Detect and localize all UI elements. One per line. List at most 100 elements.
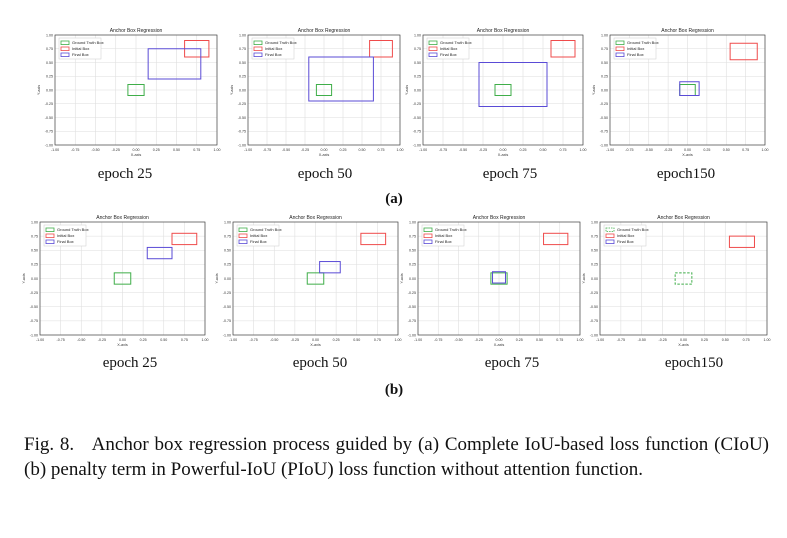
y-tick-label: 0.75 [224, 234, 231, 238]
x-tick-label: -0.25 [112, 148, 120, 152]
final-box [319, 261, 341, 274]
x-tick-label: -1.00 [51, 148, 59, 152]
legend-box [58, 37, 102, 60]
x-tick-label: -0.25 [301, 148, 309, 152]
legend-label: Initial Box [72, 46, 89, 51]
y-tick-label: 1.00 [46, 33, 53, 37]
x-tick-label: -1.00 [244, 148, 252, 152]
y-tick-label: -1.00 [600, 143, 608, 147]
x-tick-label: 0.75 [743, 338, 750, 342]
x-tick-label: -0.75 [439, 148, 447, 152]
y-tick-label: -0.25 [590, 291, 598, 295]
x-tick-label: -0.50 [270, 338, 278, 342]
plot-frame [599, 221, 768, 336]
y-tick-label: -0.25 [238, 102, 246, 106]
panel-label-a: (a) [385, 191, 403, 207]
initial-box [360, 232, 387, 246]
legend-swatch [615, 40, 625, 45]
x-tick-label: 0.00 [684, 148, 691, 152]
y-tick-label: -0.50 [600, 116, 608, 120]
y-tick-label: -0.50 [223, 305, 231, 309]
x-tick-label: -1.00 [229, 338, 237, 342]
y-tick-label: 0.50 [31, 249, 38, 253]
legend-label: Initial Box [435, 233, 452, 238]
legend-label: Ground Truth Box [250, 227, 282, 232]
plot-frame [422, 34, 584, 146]
y-axis-label: Y-axis [582, 273, 586, 283]
y-tick-label: -0.50 [45, 116, 53, 120]
x-tick-label: 0.50 [359, 148, 366, 152]
y-axis-label: Y-axis [37, 85, 41, 95]
legend-label: Initial Box [440, 46, 457, 51]
x-tick-label: 0.25 [333, 338, 340, 342]
chart-grid: -1.00 -0.75 -0.50 -0.25 0.00 0.25 0.50 0.75 1.00… [22, 28, 771, 371]
x-axis-label: X-axis [131, 153, 142, 157]
epoch-label: epoch 25 [98, 166, 153, 182]
legend-label: Final Box [627, 52, 644, 57]
legend-swatch [423, 233, 433, 238]
x-tick-label: 0.25 [140, 338, 147, 342]
x-tick-label: -0.50 [454, 338, 462, 342]
y-tick-label: 1.00 [239, 33, 246, 37]
x-axis-label: X-axis [682, 153, 693, 157]
y-axis-label: Y-axis [405, 85, 409, 95]
epoch-label: epoch 50 [293, 355, 348, 371]
legend-label: Initial Box [250, 233, 267, 238]
y-tick-label: 0.00 [601, 88, 608, 92]
x-tick-label: -0.75 [625, 148, 633, 152]
legend-box [426, 37, 470, 60]
x-tick-label: -0.75 [263, 148, 271, 152]
legend-swatch [60, 52, 70, 57]
x-tick-label: 0.75 [742, 148, 749, 152]
y-tick-label: -0.25 [30, 291, 38, 295]
plot-frame [247, 34, 401, 146]
x-tick-label: -0.75 [71, 148, 79, 152]
epoch-label: epoch 50 [298, 166, 353, 182]
initial-box [543, 232, 569, 246]
chart-title: Anchor Box Regression [289, 215, 342, 221]
y-tick-label: 1.00 [409, 220, 416, 224]
y-axis-label: Y-axis [400, 273, 404, 283]
figure: -1.00 -0.75 -0.50 -0.25 0.00 0.25 0.50 0.75 1.00… [22, 28, 771, 398]
y-tick-label: 0.75 [414, 47, 421, 51]
ground-truth-box [490, 272, 508, 285]
y-tick-label: 0.25 [224, 263, 231, 267]
y-tick-label: 0.25 [409, 263, 416, 267]
x-tick-label: 0.75 [181, 338, 188, 342]
y-tick-label: -0.50 [30, 305, 38, 309]
legend-swatch [45, 227, 55, 232]
y-tick-label: -0.50 [408, 305, 416, 309]
x-tick-label: 0.50 [173, 148, 180, 152]
legend-swatch [60, 46, 70, 51]
x-axis-label: X-axis [494, 343, 505, 347]
x-tick-label: -1.00 [596, 338, 604, 342]
x-tick-label: -1.00 [36, 338, 44, 342]
final-box [478, 62, 548, 107]
chart-title: Anchor Box Regression [96, 215, 149, 221]
panel-label-b: (b) [384, 382, 404, 398]
x-tick-label: -0.50 [459, 148, 467, 152]
legend-swatch [615, 52, 625, 57]
plot-frame [39, 221, 206, 336]
legend-label: Ground Truth Box [440, 40, 472, 45]
legend-label: Initial Box [617, 233, 634, 238]
y-tick-label: -0.25 [600, 102, 608, 106]
x-tick-label: 0.00 [496, 338, 503, 342]
legend-label: Final Box [435, 239, 452, 244]
plot-frame [54, 34, 218, 146]
x-tick-label: 0.25 [153, 148, 160, 152]
legend-label: Final Box [250, 239, 267, 244]
y-tick-label: -1.00 [408, 333, 416, 337]
y-tick-label: -1.00 [223, 333, 231, 337]
legend-box [251, 37, 295, 60]
legend-label: Final Box [72, 52, 89, 57]
initial-box [728, 235, 755, 248]
legend-swatch [605, 239, 615, 244]
y-tick-label: 0.00 [591, 277, 598, 281]
x-tick-label: 1.00 [202, 338, 209, 342]
ground-truth-box [127, 84, 145, 96]
chart-panel-8: -1.00 -0.75 -0.50 -0.25 0.00 0.25 0.50 0.75 1.00… [582, 215, 771, 371]
y-tick-label: -0.75 [238, 130, 246, 134]
y-tick-label: 0.50 [601, 61, 608, 65]
x-tick-label: -0.75 [57, 338, 65, 342]
